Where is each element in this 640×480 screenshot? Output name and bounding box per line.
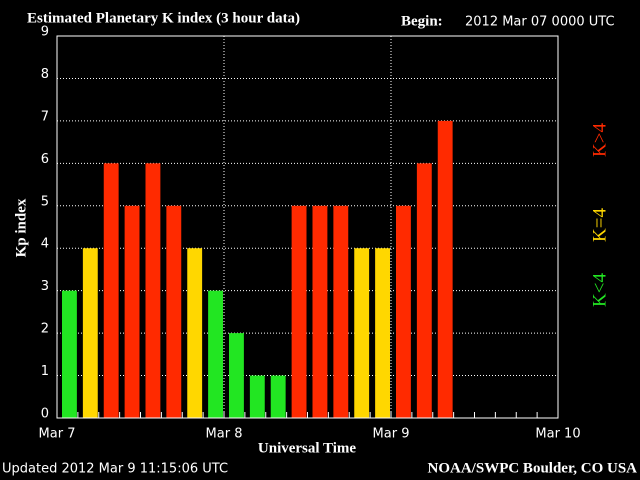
updated: Updated 2012 Mar 9 11:15:06 UTC xyxy=(2,462,228,477)
bar xyxy=(145,163,161,418)
y-tick-label: 6 xyxy=(41,152,49,167)
y-tick-label: 1 xyxy=(41,364,49,379)
y-tick-label: 4 xyxy=(41,237,49,252)
y-tick-label: 7 xyxy=(41,109,49,124)
bar xyxy=(166,205,182,418)
bar xyxy=(416,163,432,418)
x-tick-label: Mar 7 xyxy=(39,427,76,442)
x-tick-label: Mar 10 xyxy=(535,427,580,442)
bar xyxy=(62,290,77,418)
bar xyxy=(354,248,370,418)
begin-label: Begin: xyxy=(401,13,443,29)
source: NOAA/SWPC Boulder, CO USA xyxy=(428,460,638,476)
bar xyxy=(291,205,307,418)
bar xyxy=(103,163,119,418)
plot-frame xyxy=(56,35,559,419)
y-tick-label: 5 xyxy=(41,194,49,209)
bar xyxy=(82,248,98,418)
x-axis-label: Universal Time xyxy=(258,440,357,456)
bar xyxy=(124,205,140,418)
x-tick-label: Mar 8 xyxy=(206,427,243,442)
y-axis-label: Kp index xyxy=(13,198,29,257)
bar xyxy=(270,375,286,418)
legend-label: K=4 xyxy=(589,208,610,242)
chart-title: Estimated Planetary K index (3 hour data… xyxy=(27,10,300,26)
y-tick-label: 9 xyxy=(41,25,49,40)
bar xyxy=(249,375,265,418)
begin-date: 2012 Mar 07 0000 UTC xyxy=(465,15,615,30)
legend-label: K>4 xyxy=(589,123,610,157)
legend-label: K<4 xyxy=(589,273,610,307)
bar xyxy=(187,248,203,418)
y-tick-label: 3 xyxy=(41,279,49,294)
bar xyxy=(229,333,244,418)
bar xyxy=(375,248,390,418)
bar xyxy=(396,205,411,418)
x-tick-label: Mar 9 xyxy=(373,427,410,442)
bar xyxy=(437,120,453,418)
bar xyxy=(208,290,223,418)
y-tick-label: 8 xyxy=(41,67,49,82)
bar xyxy=(312,205,328,418)
bar xyxy=(333,205,349,418)
y-tick-label: 2 xyxy=(41,322,49,337)
y-tick-label: 0 xyxy=(41,407,49,422)
